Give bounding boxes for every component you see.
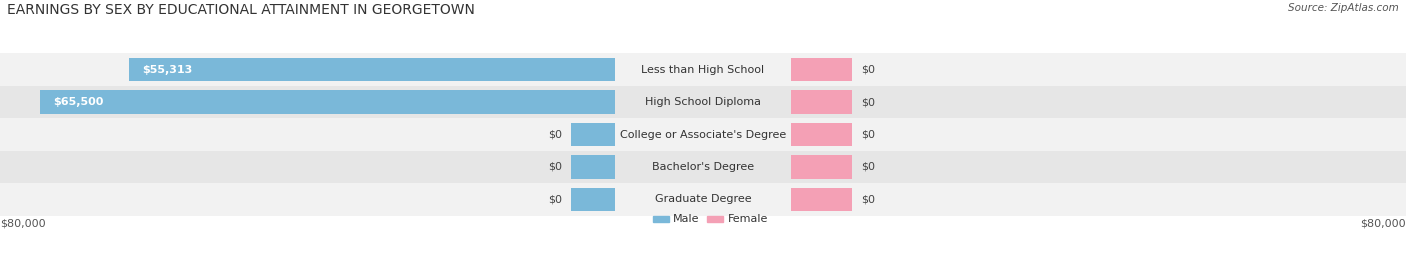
Text: $0: $0 (860, 162, 875, 172)
Text: High School Diploma: High School Diploma (645, 97, 761, 107)
Bar (0, 53, 1406, 86)
Text: $80,000: $80,000 (1361, 218, 1406, 228)
Text: Female: Female (728, 214, 768, 224)
Bar (790, 123, 852, 146)
Bar (652, 216, 669, 222)
Text: Source: ZipAtlas.com: Source: ZipAtlas.com (1288, 3, 1399, 13)
Bar (0, 183, 1406, 216)
Bar (0, 151, 1406, 183)
Text: Male: Male (673, 214, 700, 224)
Bar (790, 90, 852, 114)
Text: $0: $0 (548, 129, 562, 140)
Text: EARNINGS BY SEX BY EDUCATIONAL ATTAINMENT IN GEORGETOWN: EARNINGS BY SEX BY EDUCATIONAL ATTAINMEN… (7, 3, 475, 17)
Bar (707, 216, 723, 222)
Bar (571, 123, 616, 146)
Text: $65,500: $65,500 (53, 97, 103, 107)
Bar (39, 90, 614, 114)
Bar (0, 118, 1406, 151)
Text: Graduate Degree: Graduate Degree (655, 194, 751, 204)
Bar (790, 155, 852, 179)
Text: $55,313: $55,313 (142, 65, 193, 75)
Bar (790, 188, 852, 211)
Text: Less than High School: Less than High School (641, 65, 765, 75)
Text: $0: $0 (860, 129, 875, 140)
Text: Bachelor's Degree: Bachelor's Degree (652, 162, 754, 172)
Bar (571, 188, 616, 211)
Text: $0: $0 (860, 65, 875, 75)
Text: $0: $0 (548, 194, 562, 204)
Text: $0: $0 (860, 97, 875, 107)
Text: $0: $0 (548, 162, 562, 172)
Bar (0, 86, 1406, 118)
Text: $0: $0 (860, 194, 875, 204)
Bar (790, 58, 852, 81)
Bar (571, 155, 616, 179)
Bar (129, 58, 616, 81)
Text: College or Associate's Degree: College or Associate's Degree (620, 129, 786, 140)
Text: $80,000: $80,000 (0, 218, 45, 228)
